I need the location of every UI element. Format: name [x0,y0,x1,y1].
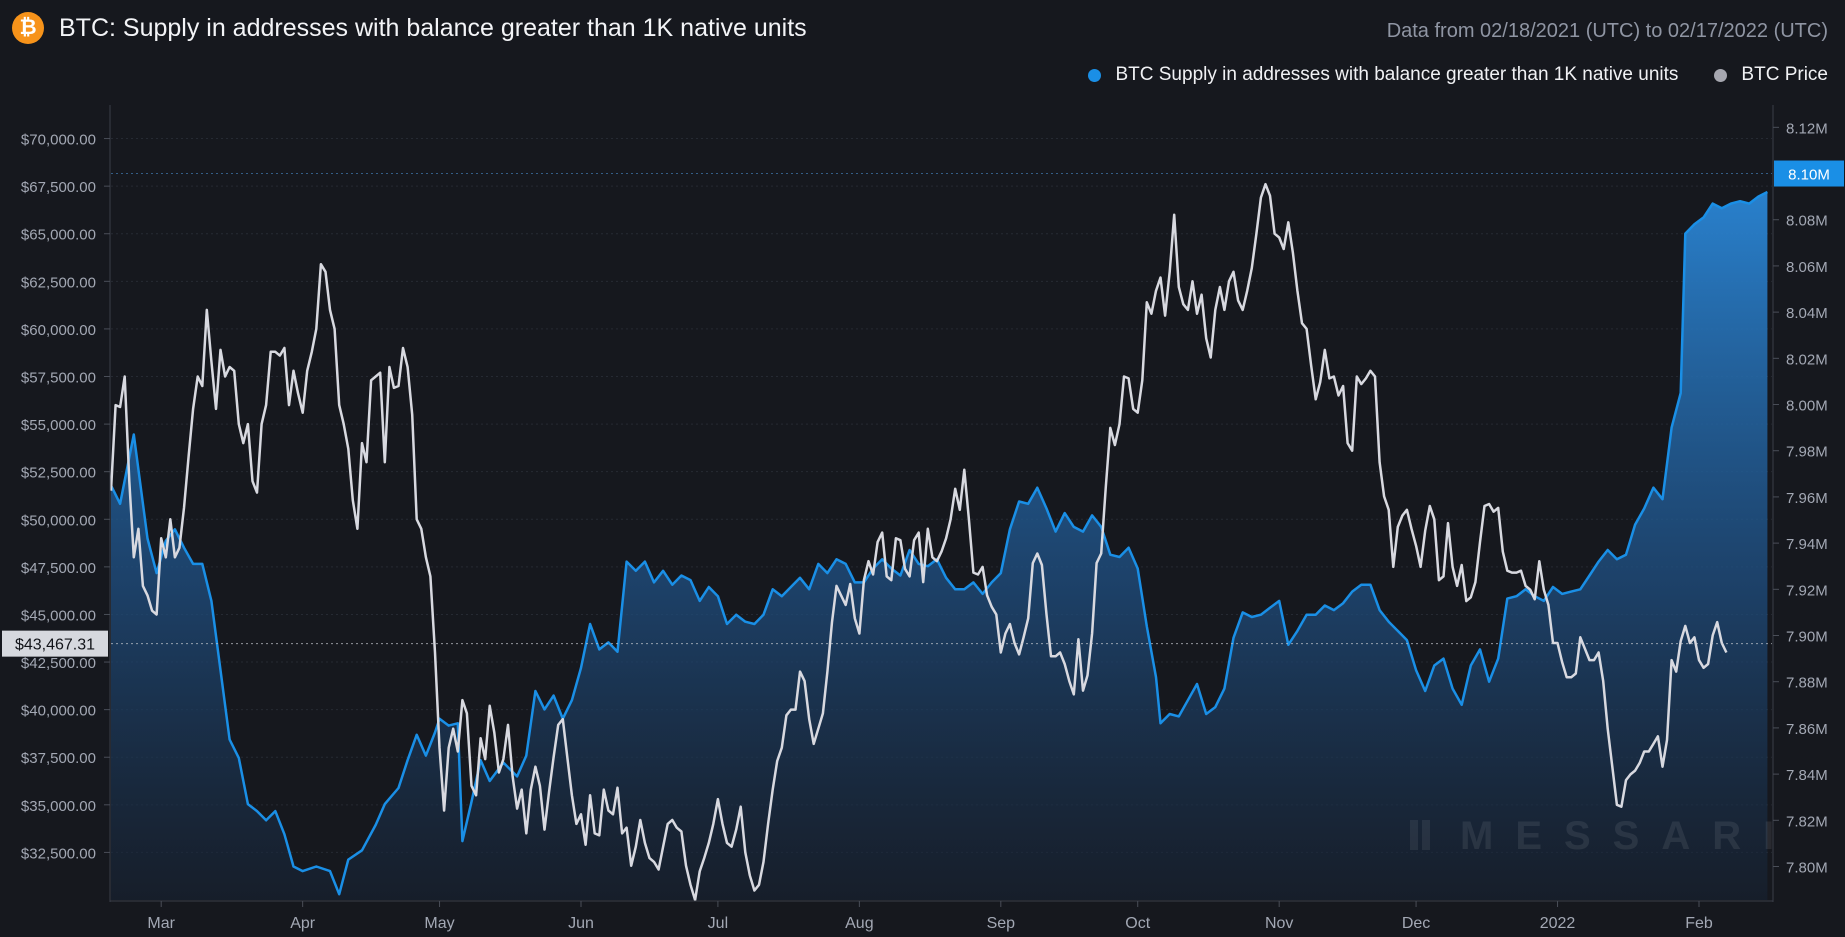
right-tick-label: 7.92M [1786,582,1828,599]
x-tick-label: Sep [987,915,1016,932]
right-tick-label: 7.96M [1786,490,1828,507]
left-tick-label: $37,500.00 [21,750,96,767]
x-tick-label: Aug [845,915,873,932]
legend: BTC Supply in addresses with balance gre… [1052,64,1828,86]
right-tick-label: 7.90M [1786,629,1828,646]
legend-dot-supply [1088,68,1102,82]
axis-frame [109,105,1774,902]
legend-label-price: BTC Price [1741,64,1828,85]
watermark-text: MESSARI [1460,814,1796,858]
left-tick-label: $40,000.00 [21,703,96,720]
supply-area [111,192,1768,900]
price-badge-label: $43,467.31 [15,637,95,654]
right-tick-label: 7.86M [1786,721,1828,738]
left-tick-label: $42,500.00 [21,655,96,672]
x-axis-ticks: Mar Apr May Jun Jul Aug Sep Oct Nov Dec 2022 Feb [147,901,1713,932]
x-tick-label: Mar [147,915,175,932]
right-tick-label: 8.08M [1786,213,1828,230]
left-tick-label: $60,000.00 [21,322,96,339]
right-tick-label: 8.06M [1786,259,1828,276]
right-tick-label: 7.94M [1786,536,1828,553]
legend-item-price[interactable]: BTC Price [1714,64,1828,86]
right-tick-label: 7.80M [1786,860,1828,877]
left-tick-label: $57,500.00 [21,370,96,387]
left-tick-label: $67,500.00 [21,179,96,196]
left-tick-label: $62,500.00 [21,274,96,291]
supply-badge-bg [1774,160,1844,187]
x-tick-label: Dec [1402,915,1430,932]
left-axis-ticks: $32,500.00 $35,000.00 $37,500.00 $40,000.00… [21,132,110,862]
left-tick-label: $65,000.00 [21,227,96,244]
x-tick-label: Feb [1685,915,1713,932]
crosshair: $43,467.31 8.10M [2,160,1844,657]
legend-label-supply: BTC Supply in addresses with balance gre… [1115,64,1679,85]
left-tick-label: $32,500.00 [21,845,96,862]
legend-item-supply[interactable]: BTC Supply in addresses with balance gre… [1088,64,1678,86]
left-tick-label: $52,500.00 [21,465,96,482]
left-tick-label: $50,000.00 [21,512,96,529]
bitcoin-logo-icon: ₿ [12,12,44,44]
x-tick-label: Jun [568,915,594,932]
right-tick-label: 7.84M [1786,767,1828,784]
right-tick-label: 8.00M [1786,398,1828,415]
legend-dot-price [1714,68,1728,82]
x-tick-label: Oct [1125,915,1150,932]
x-tick-label: May [424,915,454,932]
x-tick-label: Jul [708,915,728,932]
price-badge-bg [2,630,108,657]
right-tick-label: 8.12M [1786,120,1828,137]
left-tick-label: $70,000.00 [21,132,96,149]
x-tick-label: Apr [290,915,316,932]
watermark: MESSARI [1410,814,1796,858]
chart-title: BTC: Supply in addresses with balance gr… [59,14,807,42]
left-tick-label: $35,000.00 [21,798,96,815]
left-tick-label: $45,000.00 [21,607,96,624]
supply-series-line[interactable] [109,190,1768,896]
right-tick-label: 7.88M [1786,675,1828,692]
left-tick-label: $47,500.00 [21,560,96,577]
right-tick-label: 8.02M [1786,351,1828,368]
supply-badge-label: 8.10M [1788,167,1830,184]
price-series-line[interactable] [109,182,1728,902]
price-badge: $43,467.31 [2,630,108,657]
right-tick-label: 8.04M [1786,305,1828,322]
right-tick-label: 7.82M [1786,813,1828,830]
x-tick-label: Nov [1265,915,1293,932]
x-tick-label: 2022 [1540,915,1576,932]
right-tick-label: 7.98M [1786,444,1828,461]
right-axis-ticks: 7.80M 7.82M 7.84M 7.86M 7.88M 7.90M 7.92M 7.94M… [1773,120,1828,877]
date-range: Data from 02/18/2021 (UTC) to 02/17/2022… [1386,20,1828,42]
watermark-mark-icon [1410,820,1418,850]
supply-badge: 8.10M [1774,160,1844,187]
watermark-mark-icon [1422,820,1430,850]
left-tick-label: $55,000.00 [21,417,96,434]
